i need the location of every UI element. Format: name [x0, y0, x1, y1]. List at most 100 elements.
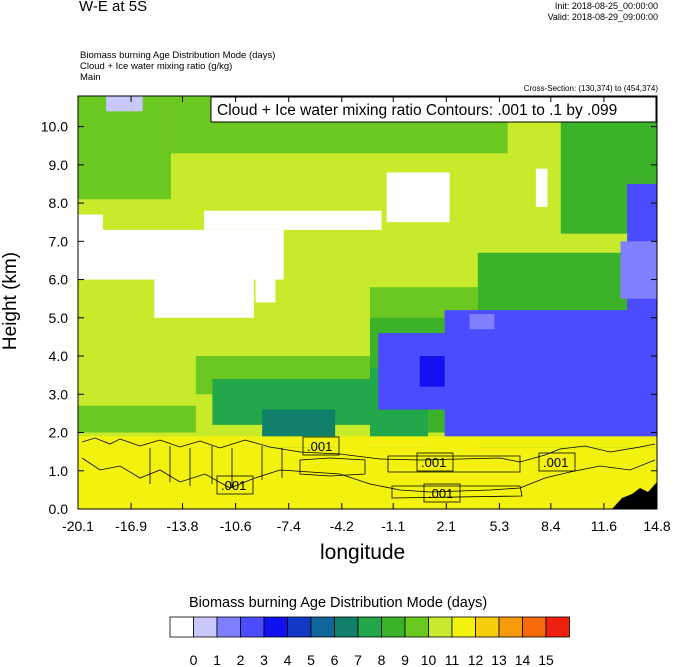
- age-region: [386, 172, 450, 223]
- colorbar-swatch: [216, 616, 241, 638]
- colorbar-label: 4: [284, 652, 292, 667]
- y-tick-label: 7.0: [49, 233, 69, 249]
- age-region: [78, 436, 657, 448]
- colorbar-label: 6: [331, 652, 339, 667]
- plot-frame: [77, 95, 658, 510]
- colorbar-swatch: [404, 616, 429, 638]
- colorbar-swatch: [287, 616, 312, 638]
- age-region: [78, 447, 657, 509]
- valid-time: Valid: 2018-08-29_09:00:00: [547, 12, 658, 22]
- x-tick-label: -16.9: [115, 518, 147, 534]
- age-region: [78, 96, 171, 200]
- age-region: [154, 279, 254, 318]
- y-tick-label: 0.0: [49, 501, 69, 517]
- contour-label-box: [416, 452, 454, 472]
- colorbar-label: 5: [307, 652, 315, 667]
- y-tick-label: 1.0: [49, 463, 69, 479]
- field-line-1: Biomass burning Age Distribution Mode (d…: [80, 50, 276, 61]
- colorbar-swatch: [451, 616, 476, 638]
- colorbar-swatch: [334, 616, 359, 638]
- contour-label: .001: [543, 455, 568, 470]
- contour-label-box: [302, 436, 340, 456]
- age-region: [106, 96, 143, 112]
- x-tick-label: 14.8: [643, 518, 670, 534]
- colorbar-label: 13: [491, 652, 507, 667]
- contour-line: [391, 485, 523, 499]
- y-tick-label: 4.0: [49, 348, 69, 364]
- x-tick-label: -7.4: [277, 518, 301, 534]
- y-tick-label: 8.0: [49, 195, 69, 211]
- age-region: [419, 356, 445, 387]
- colorbar-swatch: [193, 616, 218, 638]
- age-region: [78, 405, 196, 433]
- x-tick-label: -10.6: [220, 518, 252, 534]
- age-field: [78, 96, 657, 509]
- x-axis-label: longitude: [320, 541, 406, 564]
- age-region: [78, 214, 103, 242]
- field-line-3: Main: [80, 72, 101, 83]
- colorbar-label: 11: [445, 652, 460, 667]
- colorbar-swatch: [169, 616, 194, 638]
- y-tick-label: 3.0: [49, 386, 69, 402]
- contour-label: .001: [421, 455, 446, 470]
- age-region: [620, 241, 657, 299]
- contour-label: .001: [307, 439, 332, 454]
- x-tick-label: -4.2: [330, 518, 354, 534]
- contour-lines: [81, 437, 657, 509]
- colorbar-label: 0: [190, 652, 198, 667]
- colorbar-swatch: [475, 616, 500, 638]
- plot-title: W-E at 5S: [79, 0, 148, 15]
- age-region: [255, 279, 276, 303]
- colorbar-label: 9: [401, 652, 409, 667]
- colorbar-label: 14: [515, 652, 531, 667]
- contour-label-box: [538, 452, 576, 472]
- colorbar-swatch: [545, 616, 570, 638]
- colorbar-label: 15: [538, 652, 554, 667]
- age-region: [535, 168, 548, 207]
- contour-label-box: [423, 483, 461, 503]
- field-line-2: Cloud + Ice water mixing ratio (g/kg): [80, 61, 233, 72]
- colorbar-swatch: [428, 616, 453, 638]
- contour-line: [149, 446, 283, 488]
- contour-title-box: [210, 96, 657, 123]
- cross-section-label: Cross-Section: (130,374) to (454,374): [523, 84, 658, 93]
- contour-label-box: [216, 475, 254, 495]
- x-tick-label: 8.4: [541, 518, 561, 534]
- colorbar-label: 10: [421, 652, 437, 667]
- age-region: [78, 229, 284, 280]
- age-region: [469, 313, 495, 330]
- colorbar-label: 3: [260, 652, 268, 667]
- colorbar-label: 1: [213, 652, 221, 667]
- y-tick-label: 5.0: [49, 310, 69, 326]
- age-region: [204, 210, 382, 230]
- init-time: Init: 2018-08-25_00:00:00: [554, 1, 658, 11]
- x-tick-label: -20.1: [62, 518, 94, 534]
- contour-line: [387, 455, 521, 473]
- x-tick-label: 5.3: [490, 518, 510, 534]
- age-region: [444, 310, 657, 441]
- y-tick-label: 10.0: [41, 119, 68, 135]
- colorbar: 0 1 2 3 4 5 6 7 8 9 10 11 12 13 14 15: [169, 616, 570, 667]
- y-tick-label: 2.0: [49, 425, 69, 441]
- x-tick-label: -13.8: [167, 518, 199, 534]
- colorbar-title: Biomass burning Age Distribution Mode (d…: [189, 595, 488, 611]
- x-tick-label: 2.1: [437, 518, 457, 534]
- y-tick-label: 9.0: [49, 157, 69, 173]
- contour-label: .001: [428, 486, 453, 501]
- contour-line: [81, 457, 656, 493]
- colorbar-label: 12: [468, 652, 484, 667]
- contour-title: Cloud + Ice water mixing ratio Contours:…: [217, 102, 617, 119]
- colorbar-swatch: [498, 616, 523, 638]
- colorbar-swatch: [522, 616, 547, 638]
- colorbar-label: 7: [354, 652, 362, 667]
- colorbar-swatch: [240, 616, 265, 638]
- colorbar-swatch: [263, 616, 288, 638]
- colorbar-swatch: [381, 616, 406, 638]
- contour-line: [299, 457, 366, 477]
- colorbar-label: 2: [237, 652, 245, 667]
- contour-line: [81, 437, 656, 463]
- x-tick-label: 11.6: [591, 518, 617, 534]
- colorbar-label: 8: [378, 652, 386, 667]
- x-tick-label: -1.1: [381, 518, 405, 534]
